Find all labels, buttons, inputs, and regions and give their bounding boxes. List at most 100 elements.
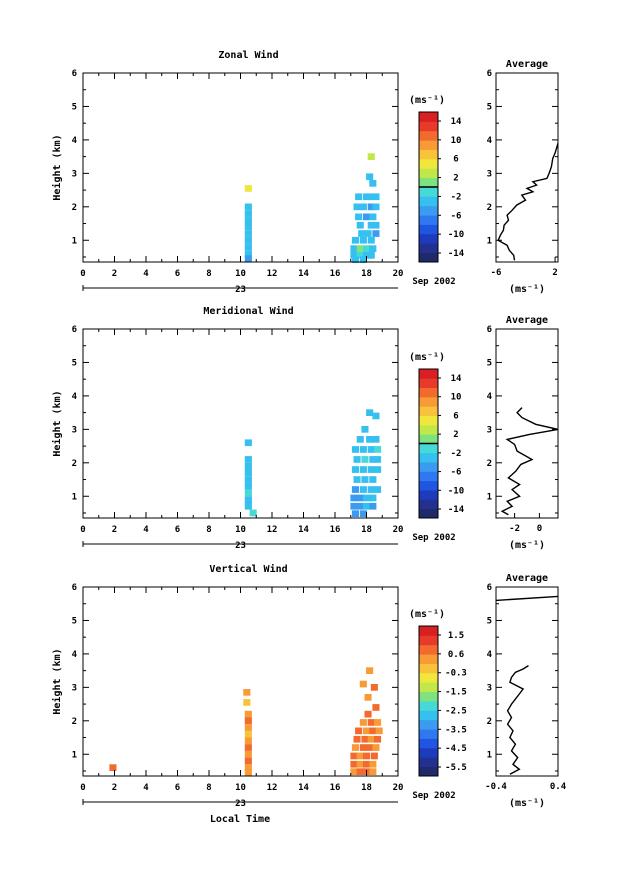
heatmap-cell <box>367 735 375 743</box>
heatmap-cell <box>353 456 361 463</box>
x-axis-label: Local Time <box>210 813 270 825</box>
heatmap-cell <box>244 216 252 224</box>
colorbar-swatch <box>419 158 438 169</box>
colorbar-swatch <box>419 663 438 674</box>
x-tick-label: 0 <box>80 783 85 793</box>
colorbar-swatch <box>419 130 438 141</box>
average-title: Average <box>506 315 548 326</box>
y-tick-label: 3 <box>72 683 77 693</box>
y-tick-label: 1 <box>72 750 77 760</box>
average-y-tick-label: 2 <box>487 459 492 469</box>
average-y-tick-label: 5 <box>487 358 492 368</box>
heatmap-cell <box>359 256 367 263</box>
heatmap-cell <box>367 221 375 229</box>
colorbar-swatch <box>419 452 438 463</box>
heatmap-cell <box>364 230 372 237</box>
colorbar-swatch <box>419 205 438 216</box>
colorbar-swatch <box>419 719 438 730</box>
colorbar: (ms⁻¹) 1.5 0.6 -0.3 -1.5 -2.5 -3.5 -4.5 -5.5 <box>409 609 467 777</box>
colorbar-swatch <box>419 406 438 416</box>
heatmap-cell <box>350 245 358 252</box>
x-tick-label: 16 <box>330 269 341 279</box>
colorbar-unit: (ms⁻¹) <box>409 95 445 106</box>
colorbar-swatch <box>419 396 438 407</box>
colorbar-label: -6 <box>451 211 462 221</box>
heatmap-cell <box>363 213 371 221</box>
y-tick-label: 6 <box>72 69 77 79</box>
colorbar-swatch <box>419 387 438 398</box>
y-tick-label: 3 <box>72 169 77 179</box>
heatmap-cell <box>363 494 371 502</box>
heatmap-cell <box>369 476 377 483</box>
colorbar-label: 0.6 <box>448 650 464 660</box>
x-tick-label: 14 <box>298 783 309 793</box>
heatmap-cell <box>351 446 359 453</box>
average-title: Average <box>506 573 548 584</box>
colorbar-swatch <box>419 187 438 197</box>
colorbar-unit: (ms⁻¹) <box>409 609 445 620</box>
colorbar-swatch <box>419 434 438 444</box>
panel-title: Zonal Wind <box>218 49 278 61</box>
average-y-tick-label: 4 <box>487 392 493 402</box>
heatmap-cell <box>366 667 374 674</box>
colorbar-swatch <box>419 691 438 702</box>
x-tick-label: 4 <box>143 783 149 793</box>
heatmap-cell <box>353 476 361 483</box>
heatmap-cell <box>244 496 252 503</box>
average-unit: (ms⁻¹) <box>509 284 545 295</box>
heatmap-cell <box>366 409 374 416</box>
panel-title: Vertical Wind <box>209 563 287 575</box>
heatmap-cell <box>244 764 252 771</box>
heatmap-cell <box>356 760 364 768</box>
heatmap-cell <box>244 710 252 718</box>
heatmap-cell <box>372 221 380 229</box>
heatmap-cell <box>359 236 367 244</box>
heatmap-cell <box>244 236 252 244</box>
heatmap-cell <box>369 213 377 221</box>
average-title: Average <box>506 59 548 70</box>
colorbar-swatch <box>419 654 438 664</box>
heatmap-cell <box>363 502 371 510</box>
colorbar-label: -3.5 <box>445 725 467 735</box>
x-tick-label: 12 <box>267 269 278 279</box>
heatmap-cell <box>244 769 252 776</box>
x-tick-label: 0 <box>80 269 85 279</box>
colorbar-label: -6 <box>451 468 462 478</box>
colorbar-swatch <box>419 415 438 426</box>
heatmap-cell <box>369 245 377 252</box>
average-y-tick-label: 3 <box>487 425 492 435</box>
average-x-tick-label: -6 <box>491 268 502 278</box>
x-tick-label: 14 <box>298 525 309 535</box>
average-frame <box>495 328 559 519</box>
x-tick-label: 6 <box>175 269 180 279</box>
x-tick-label: 20 <box>393 269 404 279</box>
heatmap-cell <box>369 502 377 510</box>
average-y-tick-label: 1 <box>487 750 492 760</box>
average-y-tick-label: 1 <box>487 236 492 246</box>
heatmap-cell <box>244 469 252 477</box>
heatmap-cell <box>370 752 378 760</box>
x-tick-label: 12 <box>267 525 278 535</box>
plot-frame <box>82 586 399 777</box>
heatmap-cell <box>244 250 252 257</box>
colorbar-swatch <box>419 672 438 683</box>
heatmap-cell <box>244 462 252 470</box>
colorbar-unit: (ms⁻¹) <box>409 352 445 363</box>
heatmap-cell <box>367 719 375 726</box>
heatmap-cell <box>372 704 380 711</box>
y-tick-label: 1 <box>72 492 77 502</box>
colorbar-swatch <box>419 424 438 435</box>
average-y-tick-label: 3 <box>487 683 492 693</box>
heatmap-cell <box>244 502 252 510</box>
colorbar-swatch <box>419 766 438 777</box>
colorbar: (ms⁻¹) 14 10 6 2 -2 -6 -10 -14 <box>409 352 465 519</box>
heatmap-cell <box>355 213 363 221</box>
average-panel: Average 1 2 3 4 5 6 -2 0 (ms⁻¹) <box>487 315 559 551</box>
heatmap-cell <box>364 710 372 718</box>
x-tick-label: 8 <box>206 783 211 793</box>
heatmap-cell <box>366 744 374 751</box>
colorbar-swatch <box>419 378 438 388</box>
average-profile-line <box>496 595 558 602</box>
